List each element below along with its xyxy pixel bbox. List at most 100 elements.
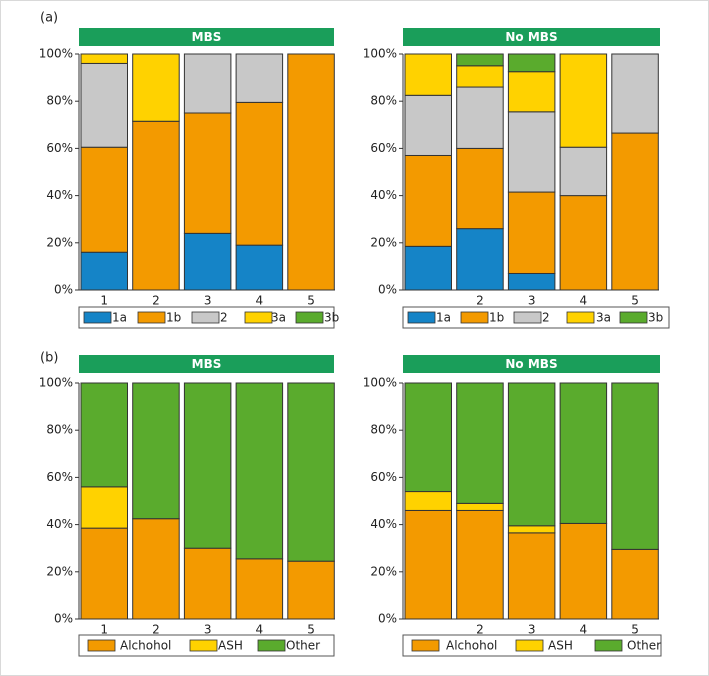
bar-segment-1b-1 [404,154,452,247]
bar-segment-1b-5 [287,53,335,291]
y-tick-label: 60% [46,470,73,484]
y-tick-label: 20% [370,235,397,249]
bar-segment-2-4 [559,146,608,197]
chart-header-bar [79,28,334,46]
bar-segment-alchohol-4 [235,558,284,620]
legend-swatch [257,639,286,652]
x-tick-label: 5 [631,294,639,308]
bar-segment-other-3 [507,382,556,527]
chart-panel-2: (b) MBS 0% 20% 40% 60% 80% 100% 1 2 3 4 5 Alchohol ASH… [39,351,335,657]
legend-label: ASH [218,639,243,653]
legend-label: 2 [542,311,550,325]
chart-title: No MBS [505,30,557,44]
y-tick-label: 60% [370,470,397,484]
bar-segment-alchohol-3 [183,547,232,620]
y-tick-label: 60% [46,141,73,155]
bar-segment-1b-3 [183,112,232,234]
bar-segment-1a-4 [235,244,284,291]
bar-segment-1b-5 [611,132,659,291]
legend-swatch [566,311,595,324]
legend-swatch [83,311,112,324]
bar-segment-alchohol-2 [456,509,504,620]
bar-segment-2-1 [80,62,128,148]
legend-label: ASH [548,639,573,653]
chart-title: No MBS [505,357,557,371]
legend-swatch [87,639,116,652]
legend-label: Alchohol [120,639,171,653]
x-tick-label: 2 [476,623,484,637]
bar-segment-2-3 [507,111,556,193]
y-tick-label: 20% [370,564,397,578]
x-tick-label: 4 [256,294,264,308]
y-tick-label: 0% [54,283,73,297]
legend-label: Other [627,639,661,653]
bar-segment-1a-1 [80,251,128,291]
panel-label: (b) [40,351,58,366]
x-tick-label: 2 [476,294,484,308]
x-tick-label: 5 [631,623,639,637]
y-tick-label: 20% [46,235,73,249]
y-tick-label: 100% [363,376,397,390]
bar-segment-3a-1 [80,53,128,64]
y-tick-label: 40% [46,517,73,531]
bar-segment-3b-2 [456,53,504,67]
bar-segment-alchohol-3 [507,532,556,620]
x-tick-label: 3 [204,623,212,637]
x-tick-label: 4 [256,623,264,637]
bar-segment-other-3 [183,382,232,549]
legend-swatch [513,311,542,324]
bar-segment-other-4 [559,382,608,524]
chart-header-bar [79,355,334,373]
y-tick-label: 80% [370,94,397,108]
x-tick-label: 4 [580,294,588,308]
x-tick-label: 3 [528,294,536,308]
bar-segment-other-1 [404,382,452,493]
legend-label: 2 [220,311,228,325]
y-tick-label: 20% [46,564,73,578]
chart-panel-3: No MBS 0% 20% 40% 60% 80% 100% 2 3 4 5 Alchohol ASH O… [363,355,662,657]
y-tick-label: 100% [39,47,73,61]
bar-segment-1b-3 [507,191,556,274]
legend-label: 3a [596,311,611,325]
chart-title: MBS [192,357,222,371]
bar-segment-1a-1 [404,245,452,291]
legend-label: 1b [489,311,504,325]
y-tick-label: 80% [46,423,73,437]
bar-segment-3a-3 [507,71,556,113]
y-tick-label: 40% [370,188,397,202]
legend-swatch [515,639,544,652]
legend-label: 3b [648,311,663,325]
legend-swatch [411,639,440,652]
bar-segment-3a-2 [456,65,504,88]
x-tick-label: 2 [152,294,160,308]
bar-segment-2-2 [456,86,504,149]
bar-segment-3a-4 [559,53,608,148]
y-tick-label: 80% [46,94,73,108]
chart-header-bar [403,28,660,46]
bar-segment-alchohol-5 [287,560,335,620]
bar-segment-1a-2 [456,228,504,291]
bar-segment-ash-2 [456,502,504,511]
legend-label: 3b [324,311,339,325]
bar-segment-alchohol-5 [611,548,659,620]
legend-swatch [460,311,489,324]
bar-segment-2-3 [183,53,232,114]
bar-segment-alchohol-4 [559,522,608,620]
bar-segment-ash-1 [80,486,128,529]
bar-segment-other-2 [456,382,504,504]
y-tick-label: 0% [54,612,73,626]
bar-segment-other-4 [235,382,284,560]
legend-label: 1a [436,311,451,325]
bar-segment-1b-1 [80,146,128,253]
legend-swatch [191,311,220,324]
bar-segment-3a-2 [132,53,180,122]
legend-label: Other [286,639,320,653]
legend-swatch [137,311,166,324]
y-tick-label: 100% [39,376,73,390]
bar-segment-alchohol-2 [132,518,180,620]
x-tick-label: 1 [100,294,108,308]
bar-segment-3b-3 [507,53,556,73]
bar-segment-1b-4 [235,101,284,246]
